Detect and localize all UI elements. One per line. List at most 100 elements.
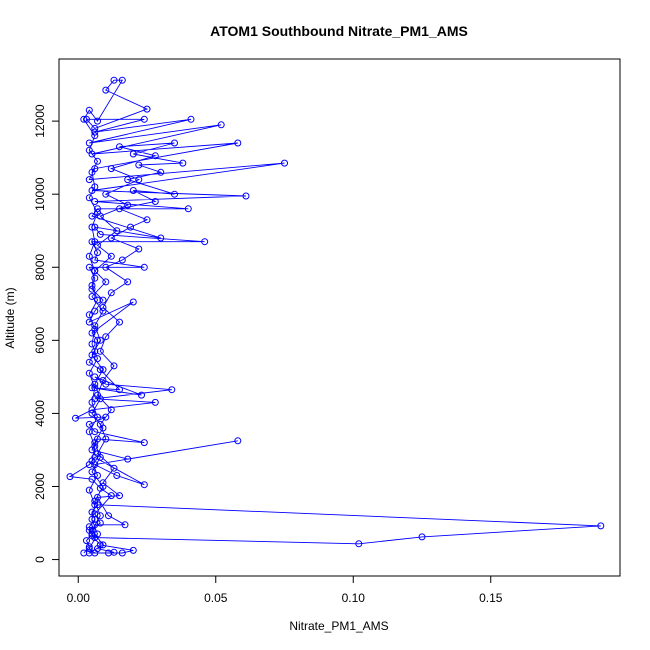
data-point <box>88 475 96 483</box>
y-axis-label: Altitude (m) <box>3 287 17 348</box>
data-point <box>116 205 123 213</box>
data-point <box>99 541 107 549</box>
y-axis: 0 2000 4000 6000 8000 10000 12000 <box>33 104 60 563</box>
data-point <box>355 540 363 548</box>
data-point <box>88 515 96 523</box>
data-point <box>85 194 93 202</box>
data-point <box>107 165 115 173</box>
data-point <box>88 212 96 220</box>
data-point <box>91 132 99 140</box>
y-tick-label: 2000 <box>33 473 47 500</box>
data-point <box>116 492 123 500</box>
data-point <box>85 311 93 319</box>
data-point <box>110 464 118 472</box>
data-point <box>135 245 143 253</box>
data-point <box>85 428 93 436</box>
data-point <box>85 369 93 377</box>
data-point <box>234 437 242 445</box>
data-point <box>171 190 178 198</box>
data-point <box>96 366 104 374</box>
data-point <box>107 289 115 297</box>
plot-area <box>66 76 605 557</box>
data-point <box>124 278 132 286</box>
y-tick-label: 8000 <box>33 254 47 281</box>
data-point <box>107 492 115 500</box>
data-point <box>91 307 99 315</box>
data-point <box>140 481 148 489</box>
data-point <box>85 420 93 428</box>
data-point <box>124 201 132 209</box>
data-point <box>151 198 159 205</box>
data-point <box>96 230 104 238</box>
data-point <box>118 76 126 84</box>
data-point <box>102 86 110 94</box>
data-point <box>91 373 99 381</box>
chart-title: ATOM1 Southbound Nitrate_PM1_AMS <box>210 23 468 39</box>
data-point <box>91 439 99 447</box>
data-point <box>80 115 88 123</box>
data-point <box>110 76 118 84</box>
data-point <box>143 105 151 113</box>
data-point <box>168 386 176 394</box>
data-point <box>102 278 110 286</box>
data-point <box>107 234 115 242</box>
data-point <box>85 176 93 184</box>
y-tick-label: 0 <box>33 556 47 563</box>
data-point <box>88 340 96 348</box>
data-point <box>138 391 145 399</box>
data-point <box>88 168 96 176</box>
data-point <box>143 216 151 224</box>
data-point <box>94 296 101 304</box>
data-point <box>91 128 99 136</box>
data-point <box>96 347 104 355</box>
data-point <box>88 409 96 417</box>
data-point <box>94 413 101 421</box>
data-point <box>91 442 99 450</box>
data-point <box>179 159 187 167</box>
data-point <box>91 198 99 205</box>
data-point <box>91 223 99 231</box>
data-point <box>88 468 96 476</box>
data-point <box>135 161 143 169</box>
data-point <box>91 501 99 509</box>
data-point <box>91 256 99 264</box>
data-point <box>140 263 148 271</box>
data-point <box>83 537 90 545</box>
data-point <box>83 115 90 123</box>
data-point <box>85 263 93 271</box>
data-point <box>85 358 93 366</box>
data-point <box>72 414 79 422</box>
plot-frame <box>58 58 621 577</box>
data-point <box>418 533 426 541</box>
data-point <box>91 497 99 505</box>
data-point <box>94 355 101 363</box>
data-point <box>102 263 110 271</box>
data-point <box>96 453 104 461</box>
data-point <box>157 234 165 242</box>
data-point <box>99 366 107 374</box>
data-point <box>99 307 107 315</box>
data-point <box>140 115 148 123</box>
y-tick-label: 10000 <box>33 177 47 211</box>
data-point <box>85 549 93 557</box>
data-point <box>242 192 250 200</box>
data-point <box>118 256 126 264</box>
data-point <box>88 351 96 359</box>
data-point <box>116 318 123 326</box>
y-tick-label: 4000 <box>33 400 47 427</box>
data-point <box>91 521 99 529</box>
series-line <box>68 79 601 554</box>
data-point <box>105 512 112 520</box>
data-point <box>110 548 118 556</box>
data-point <box>102 190 110 198</box>
data-point <box>116 386 123 394</box>
data-point <box>91 183 99 191</box>
data-point <box>91 380 99 388</box>
data-point <box>99 377 107 384</box>
data-point <box>94 472 101 479</box>
data-point <box>94 205 101 213</box>
data-point <box>124 455 132 463</box>
data-point <box>118 549 126 557</box>
data-point <box>88 526 96 534</box>
data-point <box>94 241 101 249</box>
